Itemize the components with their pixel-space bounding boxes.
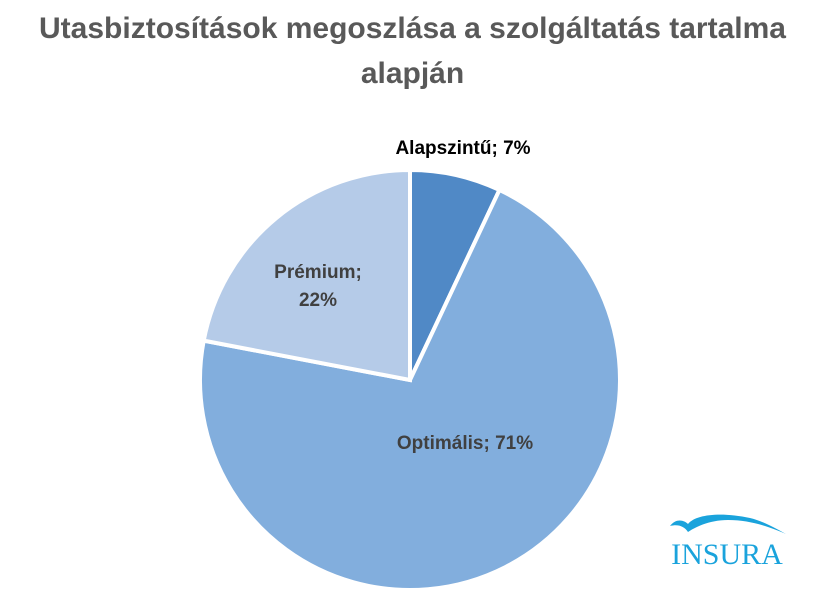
- pie-slice-optimális: [198, 187, 622, 592]
- chart-title-line-1: Utasbiztosítások megoszlása a szolgáltat…: [39, 12, 786, 45]
- data-label-optimális: Optimális; 71%: [397, 433, 533, 454]
- pie-slice-prémium: [201, 167, 412, 383]
- data-label-prémium: 22%: [299, 290, 337, 311]
- chart-title-line-2: alapján: [360, 57, 465, 90]
- svg-text:INSURA: INSURA: [671, 538, 783, 571]
- data-label-alapszintű: Alapszintű; 7%: [395, 138, 530, 159]
- data-label-prémium: Prémium;: [274, 262, 362, 283]
- insura-logo: INSURA: [670, 514, 786, 571]
